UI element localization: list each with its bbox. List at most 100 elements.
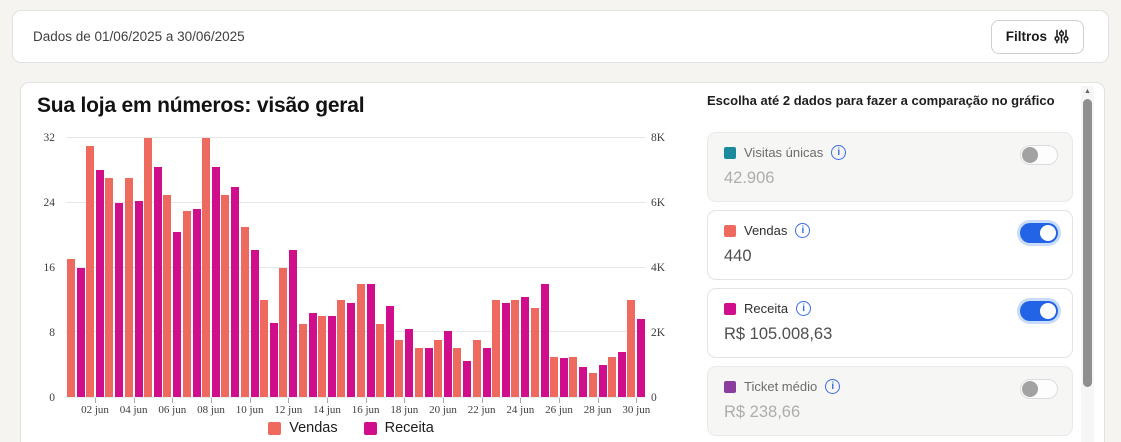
bar-receita[interactable] [366, 283, 375, 397]
bar-vendas[interactable] [143, 138, 152, 397]
info-icon[interactable]: i [796, 301, 812, 316]
bar-vendas[interactable] [375, 324, 384, 397]
bar-vendas[interactable] [201, 138, 210, 397]
metric-card-ticket-medio[interactable]: Ticket médio i R$ 238,66 [707, 366, 1073, 436]
bar-receita[interactable] [405, 329, 414, 397]
bar-group[interactable] [607, 138, 626, 397]
bar-group[interactable] [163, 138, 182, 397]
bar-receita[interactable] [424, 348, 433, 397]
bar-vendas[interactable] [279, 267, 288, 397]
filters-button[interactable]: Filtros [990, 19, 1084, 54]
bar-receita[interactable] [173, 231, 182, 397]
bar-receita[interactable] [579, 367, 588, 397]
bar-group[interactable] [511, 138, 530, 397]
bar-receita[interactable] [289, 249, 298, 397]
bar-vendas[interactable] [85, 146, 94, 397]
bar-receita[interactable] [617, 351, 626, 397]
info-icon[interactable]: i [831, 145, 847, 160]
bar-receita[interactable] [95, 170, 104, 397]
bar-group[interactable] [433, 138, 452, 397]
bar-receita[interactable] [385, 306, 394, 397]
bar-receita[interactable] [250, 249, 259, 397]
bar-group[interactable] [530, 138, 549, 397]
bar-receita[interactable] [482, 348, 491, 397]
bar-receita[interactable] [463, 361, 472, 397]
bar-receita[interactable] [559, 358, 568, 397]
bar-vendas[interactable] [337, 299, 346, 397]
bar-receita[interactable] [540, 283, 549, 397]
bar-vendas[interactable] [472, 340, 481, 397]
bar-vendas[interactable] [356, 283, 365, 397]
bar-vendas[interactable] [453, 348, 462, 397]
bar-group[interactable] [279, 138, 298, 397]
bar-group[interactable] [201, 138, 220, 397]
bar-vendas[interactable] [511, 299, 520, 397]
toggle-receita[interactable] [1020, 301, 1058, 321]
bar-vendas[interactable] [569, 356, 578, 397]
bar-group[interactable] [627, 138, 646, 397]
scrollbar[interactable]: ▲ [1081, 86, 1094, 442]
bar-vendas[interactable] [607, 356, 616, 397]
bar-vendas[interactable] [240, 227, 249, 397]
bar-group[interactable] [317, 138, 336, 397]
bar-receita[interactable] [501, 303, 510, 397]
bar-receita[interactable] [598, 364, 607, 397]
bar-vendas[interactable] [298, 324, 307, 397]
bar-vendas[interactable] [414, 348, 423, 397]
bar-vendas[interactable] [259, 299, 268, 397]
bar-receita[interactable] [269, 322, 278, 397]
bar-vendas[interactable] [66, 259, 75, 397]
bar-group[interactable] [395, 138, 414, 397]
bar-group[interactable] [337, 138, 356, 397]
bar-receita[interactable] [76, 267, 85, 397]
bar-vendas[interactable] [588, 372, 597, 397]
bar-receita[interactable] [443, 330, 452, 397]
bar-group[interactable] [356, 138, 375, 397]
metric-card-vendas[interactable]: Vendas i 440 [707, 210, 1073, 280]
bar-receita[interactable] [115, 202, 124, 397]
bar-receita[interactable] [211, 167, 220, 397]
bar-group[interactable] [549, 138, 568, 397]
metric-card-receita[interactable]: Receita i R$ 105.008,63 [707, 288, 1073, 358]
metric-card-visitas-unicas[interactable]: Visitas únicas i 42.906 [707, 132, 1073, 202]
bar-receita[interactable] [192, 209, 201, 397]
bar-group[interactable] [472, 138, 491, 397]
bar-group[interactable] [182, 138, 201, 397]
bar-group[interactable] [588, 138, 607, 397]
bar-vendas[interactable] [395, 340, 404, 397]
bar-vendas[interactable] [530, 307, 539, 397]
info-icon[interactable]: i [825, 379, 841, 394]
bar-vendas[interactable] [627, 299, 636, 397]
bar-receita[interactable] [637, 319, 646, 397]
bar-receita[interactable] [521, 296, 530, 397]
info-icon[interactable]: i [795, 223, 811, 238]
bar-receita[interactable] [153, 167, 162, 397]
bar-vendas[interactable] [317, 316, 326, 397]
bar-group[interactable] [143, 138, 162, 397]
bar-vendas[interactable] [163, 194, 172, 397]
bar-vendas[interactable] [124, 178, 133, 397]
bar-receita[interactable] [134, 201, 143, 397]
bar-vendas[interactable] [182, 210, 191, 397]
toggle-vendas[interactable] [1020, 223, 1058, 243]
bar-group[interactable] [124, 138, 143, 397]
bar-receita[interactable] [231, 186, 240, 397]
bar-group[interactable] [259, 138, 278, 397]
scrollbar-thumb[interactable] [1083, 99, 1092, 387]
bar-vendas[interactable] [433, 340, 442, 397]
bar-group[interactable] [85, 138, 104, 397]
bar-vendas[interactable] [221, 194, 230, 397]
bar-vendas[interactable] [105, 178, 114, 397]
bar-group[interactable] [414, 138, 433, 397]
bar-receita[interactable] [347, 303, 356, 397]
bar-group[interactable] [221, 138, 240, 397]
bar-receita[interactable] [327, 316, 336, 397]
toggle-ticket-medio[interactable] [1020, 379, 1058, 399]
bar-group[interactable] [453, 138, 472, 397]
toggle-visitas-unicas[interactable] [1020, 145, 1058, 165]
scrollbar-up-arrow-icon[interactable]: ▲ [1084, 88, 1091, 95]
bar-group[interactable] [491, 138, 510, 397]
bar-vendas[interactable] [549, 356, 558, 397]
bar-group[interactable] [240, 138, 259, 397]
bar-group[interactable] [569, 138, 588, 397]
